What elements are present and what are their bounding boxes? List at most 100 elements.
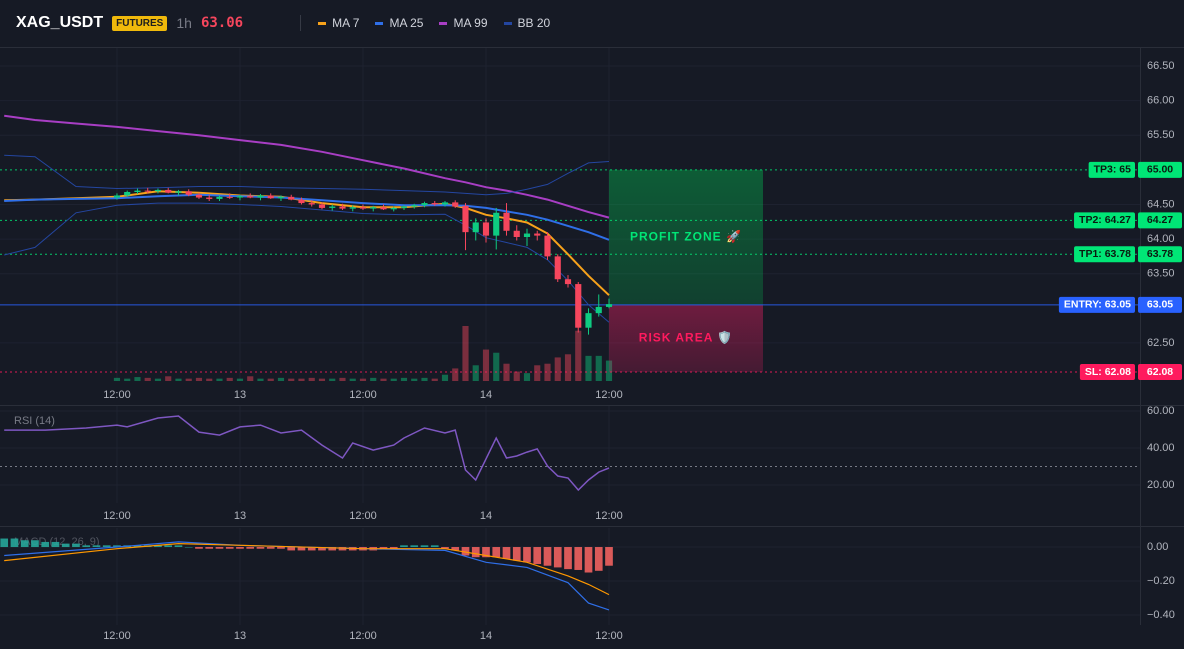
volume-bar bbox=[370, 377, 377, 381]
macd-histogram-bar bbox=[72, 543, 80, 548]
candle-body bbox=[462, 205, 469, 233]
legend-label: BB 20 bbox=[517, 16, 551, 30]
volume-bar bbox=[267, 378, 274, 381]
level-badge bbox=[1058, 296, 1135, 313]
candle-body bbox=[113, 195, 121, 198]
macd-histogram-bar bbox=[236, 547, 244, 549]
x-tick-label: 12:00 bbox=[349, 630, 377, 642]
ma-line bbox=[4, 193, 610, 241]
last-price: 63.06 bbox=[200, 15, 244, 31]
volume-bar bbox=[247, 376, 254, 381]
macd-histogram-bar bbox=[594, 547, 603, 571]
macd-histogram-bar bbox=[246, 547, 255, 549]
macd-histogram-bar bbox=[471, 547, 480, 558]
level-badge bbox=[1074, 246, 1135, 263]
legend-swatch bbox=[503, 21, 512, 25]
volume-bar bbox=[165, 376, 172, 381]
volume-bar bbox=[329, 378, 336, 381]
candle-body bbox=[390, 207, 397, 210]
axis-price-label: 63.05 bbox=[1147, 299, 1173, 311]
candle-body bbox=[329, 206, 336, 208]
y-tick-label: 65.50 bbox=[1147, 129, 1175, 141]
y-tick-label: 66.00 bbox=[1147, 95, 1175, 107]
zone-label: PROFIT ZONE 🚀 bbox=[630, 230, 742, 244]
candle-body bbox=[411, 205, 418, 207]
volume-bar bbox=[390, 378, 397, 381]
macd-histogram-bar bbox=[543, 547, 552, 566]
x-tick-label: 13 bbox=[234, 510, 246, 522]
legend-item[interactable]: BB 20 bbox=[503, 16, 551, 30]
volume-bar bbox=[236, 378, 244, 381]
legend-swatch bbox=[439, 21, 448, 25]
symbol[interactable]: XAG_USDT bbox=[16, 14, 104, 31]
macd-histogram-bar bbox=[430, 545, 439, 548]
candle-body bbox=[349, 207, 356, 209]
x-tick-label: 12:00 bbox=[103, 389, 131, 401]
ma-line bbox=[4, 190, 610, 296]
candle-body bbox=[247, 196, 254, 198]
legend-item[interactable]: MA 7 bbox=[318, 16, 359, 30]
volume-bar bbox=[585, 355, 592, 381]
macd-histogram-bar bbox=[605, 547, 613, 566]
macd-histogram-bar bbox=[31, 540, 39, 548]
x-tick-label: 12:00 bbox=[103, 510, 131, 522]
y-tick-label: 0.00 bbox=[1147, 541, 1168, 553]
macd-histogram-bar bbox=[82, 545, 91, 548]
macd-histogram-bar bbox=[574, 547, 583, 570]
macd-histogram-bar bbox=[205, 547, 214, 549]
volume-bar bbox=[154, 378, 162, 381]
candle-body bbox=[165, 189, 172, 193]
x-tick-label: 12:00 bbox=[595, 630, 623, 642]
axis-price-label: 64.27 bbox=[1147, 214, 1173, 226]
volume-bar bbox=[534, 365, 541, 381]
volume-bar bbox=[482, 349, 490, 381]
signal-line bbox=[4, 542, 610, 596]
macd-histogram-bar bbox=[307, 547, 316, 551]
legend-item[interactable]: MA 99 bbox=[439, 16, 488, 30]
volume-bar bbox=[298, 378, 305, 381]
macd-histogram-bar bbox=[318, 547, 326, 551]
y-tick-label: 64.00 bbox=[1147, 233, 1175, 245]
macd-histogram-bar bbox=[133, 545, 142, 548]
candle-body bbox=[493, 212, 500, 236]
candle-body bbox=[175, 191, 182, 193]
y-tick-label: 63.50 bbox=[1147, 268, 1175, 280]
y-tick-label: −0.20 bbox=[1147, 575, 1175, 587]
level-badge-label: TP2: 64.27 bbox=[1079, 214, 1131, 226]
zone-label: RISK AREA 🛡️ bbox=[639, 331, 733, 345]
candle-body bbox=[318, 204, 326, 208]
candle-body bbox=[195, 194, 203, 198]
volume-bar bbox=[472, 365, 479, 381]
macd-histogram-bar bbox=[51, 541, 60, 548]
volume-bar bbox=[359, 378, 367, 381]
candle-body bbox=[523, 233, 531, 237]
x-tick-label: 12:00 bbox=[595, 510, 623, 522]
candle-body bbox=[544, 235, 551, 257]
candle-body bbox=[452, 202, 459, 207]
y-tick-label: −0.40 bbox=[1147, 609, 1175, 621]
x-tick-label: 12:00 bbox=[103, 630, 131, 642]
volume-bar bbox=[144, 377, 151, 381]
volume-bar bbox=[493, 352, 500, 381]
candle-body bbox=[144, 190, 151, 192]
volume-bar bbox=[400, 377, 408, 381]
level-badge-label: SL: 62.08 bbox=[1085, 366, 1131, 378]
axis-price-badge bbox=[1138, 364, 1182, 380]
bb-band bbox=[4, 202, 610, 323]
legend-label: MA 25 bbox=[389, 16, 424, 30]
x-tick-label: 14 bbox=[480, 630, 492, 642]
zone bbox=[609, 304, 764, 372]
macd-histogram-bar bbox=[482, 547, 490, 558]
candle-body bbox=[513, 230, 520, 237]
y-tick-label: 62.50 bbox=[1147, 337, 1175, 349]
candle-body bbox=[216, 196, 223, 199]
interval[interactable]: 1h bbox=[176, 15, 192, 31]
x-tick-label: 13 bbox=[234, 630, 246, 642]
macd-histogram-bar bbox=[328, 547, 337, 551]
axis-price-label: 62.08 bbox=[1147, 366, 1173, 378]
macd-line bbox=[4, 541, 610, 611]
legend-item[interactable]: MA 25 bbox=[375, 16, 423, 30]
y-tick-label: 60.00 bbox=[1147, 405, 1175, 417]
axis-price-badge bbox=[1138, 296, 1182, 313]
volume-bar bbox=[206, 378, 213, 381]
